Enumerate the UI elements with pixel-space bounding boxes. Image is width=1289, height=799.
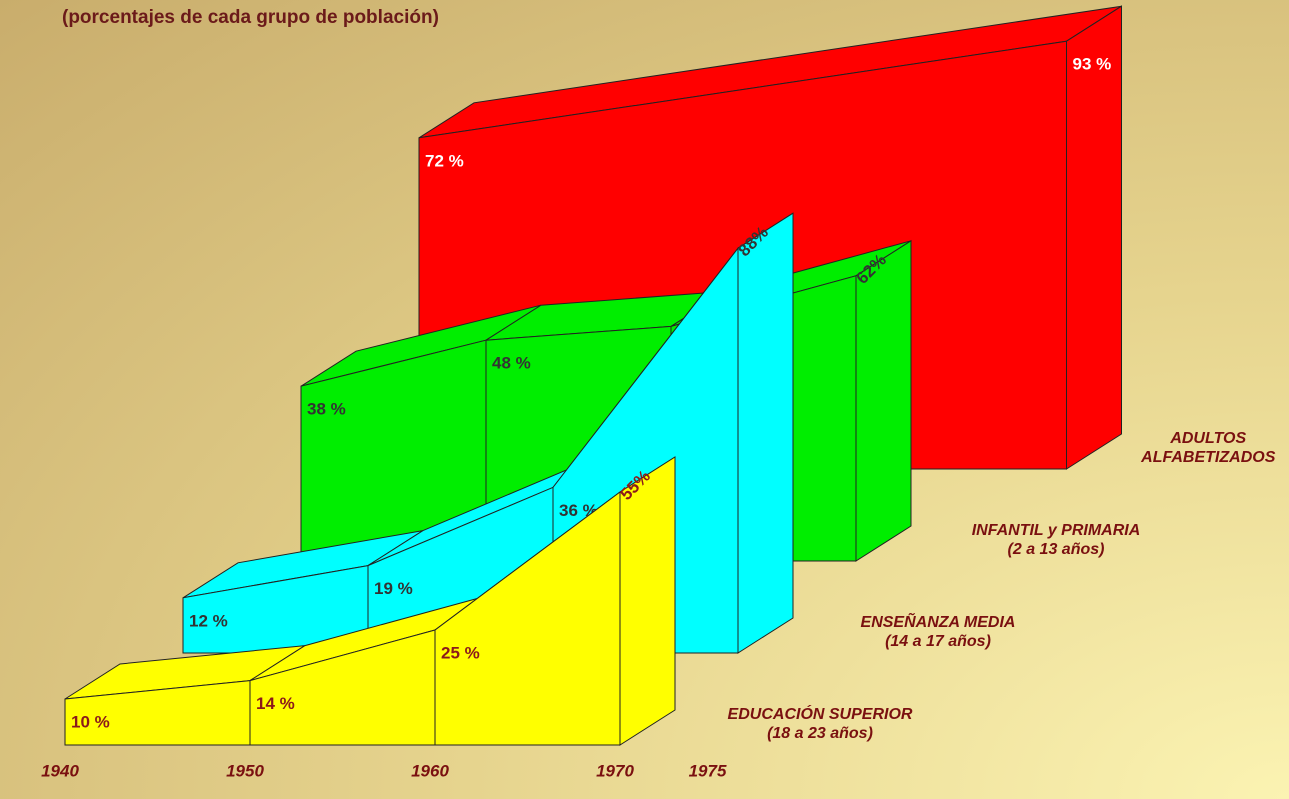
- side-face: [1066, 5, 1122, 470]
- value-label: 93 %: [1073, 55, 1112, 74]
- value-label: 14 %: [256, 694, 295, 713]
- value-label: 36 %: [559, 501, 598, 520]
- legend-note: (2 a 13 años): [1007, 541, 1105, 558]
- x-tick-label: 1940: [41, 761, 79, 780]
- legend-label: ADULTOS ALFABETIZADOS: [1141, 430, 1276, 466]
- legend-label: ENSEÑANZA MEDIA: [860, 614, 1016, 631]
- legend-entry: EDUCACIÓN SUPERIOR (18 a 23 años): [685, 705, 955, 743]
- value-label: 19 %: [374, 579, 413, 598]
- value-label: 38 %: [307, 400, 346, 419]
- x-tick-label: 1960: [411, 761, 449, 780]
- series-group: 10 %14 %25 %55%: [64, 456, 676, 746]
- legend-note: (14 a 17 años): [885, 633, 991, 650]
- chart-subtitle: (porcentajes de cada grupo de población): [62, 7, 439, 28]
- x-tick-label: 1950: [226, 761, 264, 780]
- legend-entry: ADULTOS ALFABETIZADOS: [1132, 429, 1286, 467]
- x-tick-label: 1975: [689, 761, 727, 780]
- x-tick-label: 1970: [596, 761, 634, 780]
- legend-label: INFANTIL y PRIMARIA: [971, 522, 1141, 539]
- legend-entry: INFANTIL y PRIMARIA (2 a 13 años): [921, 521, 1191, 559]
- value-label: 72 %: [425, 151, 464, 170]
- legend-note: (18 a 23 años): [767, 725, 873, 742]
- side-face: [855, 239, 912, 562]
- legend-label: EDUCACIÓN SUPERIOR: [727, 706, 913, 723]
- side-face: [737, 212, 794, 654]
- value-label: 25 %: [441, 643, 480, 662]
- value-label: 10 %: [71, 712, 110, 731]
- value-label: 48 %: [492, 354, 531, 373]
- legend-entry: ENSEÑANZA MEDIA (14 a 17 años): [803, 613, 1073, 651]
- value-label: 12 %: [189, 611, 228, 630]
